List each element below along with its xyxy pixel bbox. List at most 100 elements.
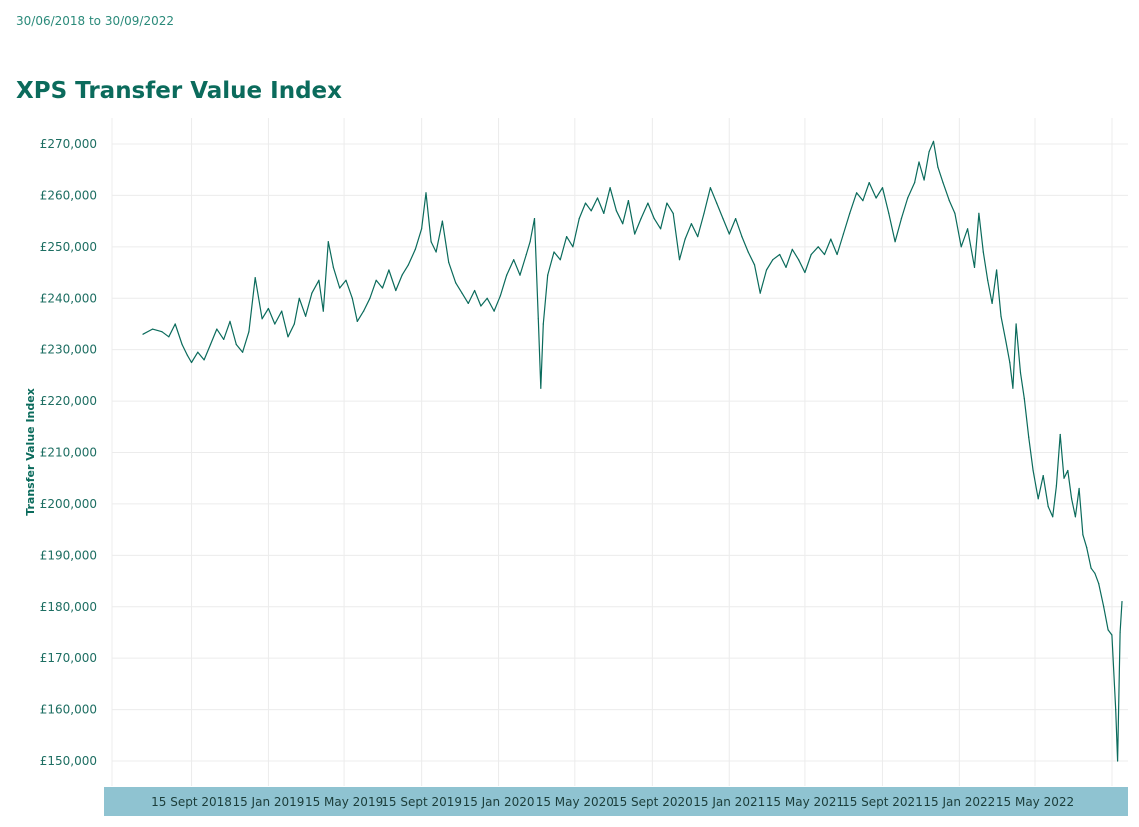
data-point (653, 218, 655, 220)
data-point (1052, 516, 1054, 518)
data-point (753, 264, 756, 266)
data-point (388, 269, 390, 271)
data-point (928, 151, 930, 153)
data-point (151, 328, 154, 330)
data-point (499, 295, 501, 297)
data-point (216, 328, 218, 330)
data-point (1000, 315, 1002, 317)
data-point (566, 236, 568, 238)
data-point (190, 361, 193, 364)
data-point (982, 251, 984, 253)
y-tick-label: £200,000 (40, 497, 97, 511)
data-point (267, 307, 269, 310)
data-point (798, 259, 800, 261)
data-point (584, 202, 587, 204)
y-tick-label: £270,000 (40, 137, 97, 151)
x-tick-label: 15 May 2020 (536, 795, 614, 809)
data-point (900, 218, 903, 220)
data-point (174, 323, 176, 325)
data-point (519, 274, 521, 276)
data-point (351, 297, 353, 299)
data-point (161, 331, 163, 333)
data-point (810, 253, 812, 256)
data-point (529, 241, 531, 243)
x-tick-label: 15 Sept 2018 (151, 795, 232, 809)
data-point (1032, 469, 1034, 472)
x-tick-label: 15 Jan 2020 (463, 795, 535, 809)
data-point (559, 259, 561, 261)
data-point (836, 253, 838, 256)
x-tick-label: 15 May 2022 (996, 795, 1074, 809)
data-point (856, 192, 858, 194)
data-point (293, 323, 295, 325)
data-point (765, 269, 768, 271)
data-point (281, 310, 283, 312)
y-axis-ticks: £150,000 £160,000 £170,000 £180,000 £190,000… (40, 137, 97, 768)
data-point (506, 274, 508, 276)
data-point (461, 292, 463, 294)
grid-lines (111, 118, 1128, 786)
data-point (186, 354, 188, 356)
data-point (1074, 516, 1076, 518)
data-point (1078, 487, 1080, 490)
data-point (697, 236, 699, 238)
data-point (197, 351, 199, 353)
data-point (533, 218, 536, 220)
data-point (1090, 567, 1092, 569)
x-tick-label: 15 May 2021 (766, 795, 844, 809)
x-tick-label: 15 Sept 2019 (381, 795, 462, 809)
data-point (254, 277, 256, 279)
data-point (474, 289, 476, 292)
data-point (407, 264, 409, 266)
x-tick-label: 15 May 2019 (305, 795, 383, 809)
data-point (804, 271, 806, 274)
x-tick-label: 15 Jan 2021 (693, 795, 765, 809)
data-point (1082, 534, 1084, 536)
x-tick-label: 15 Sept 2020 (612, 795, 693, 809)
data-point (287, 336, 289, 338)
data-point (203, 359, 205, 361)
data-point (991, 302, 993, 304)
data-point (791, 248, 793, 250)
data-point (942, 182, 944, 184)
data-point (356, 320, 358, 322)
data-point (923, 179, 925, 181)
data-point (849, 212, 851, 214)
data-point (274, 323, 276, 325)
data-point (875, 197, 877, 199)
data-point (311, 292, 313, 294)
data-point (223, 338, 225, 340)
data-point (401, 274, 403, 276)
data-point (209, 343, 212, 346)
data-point (960, 246, 962, 248)
data-point (1047, 505, 1049, 508)
data-point (647, 202, 649, 204)
data-point (596, 197, 599, 199)
data-point (954, 212, 956, 214)
data-point (430, 241, 432, 243)
data-point (590, 210, 592, 212)
data-point (345, 279, 347, 281)
chart-title: XPS Transfer Value Index (16, 78, 342, 104)
data-point (973, 266, 976, 268)
data-point (830, 238, 832, 240)
data-point (261, 318, 263, 320)
data-point (684, 238, 686, 240)
data-point (339, 287, 341, 289)
data-point (932, 140, 935, 142)
y-tick-label: £240,000 (40, 291, 97, 305)
data-point (1071, 498, 1073, 500)
series-line-0 (142, 140, 1123, 762)
data-point (609, 187, 611, 189)
data-point (525, 253, 527, 256)
x-tick-label: 15 Jan 2019 (232, 795, 304, 809)
data-point (640, 218, 642, 220)
data-point (542, 323, 544, 325)
data-point (603, 212, 605, 214)
data-point (627, 200, 630, 202)
data-point (722, 218, 724, 220)
x-tick-label: 15 Jan 2022 (923, 795, 995, 809)
data-point (1009, 361, 1011, 364)
data-point (375, 279, 377, 281)
